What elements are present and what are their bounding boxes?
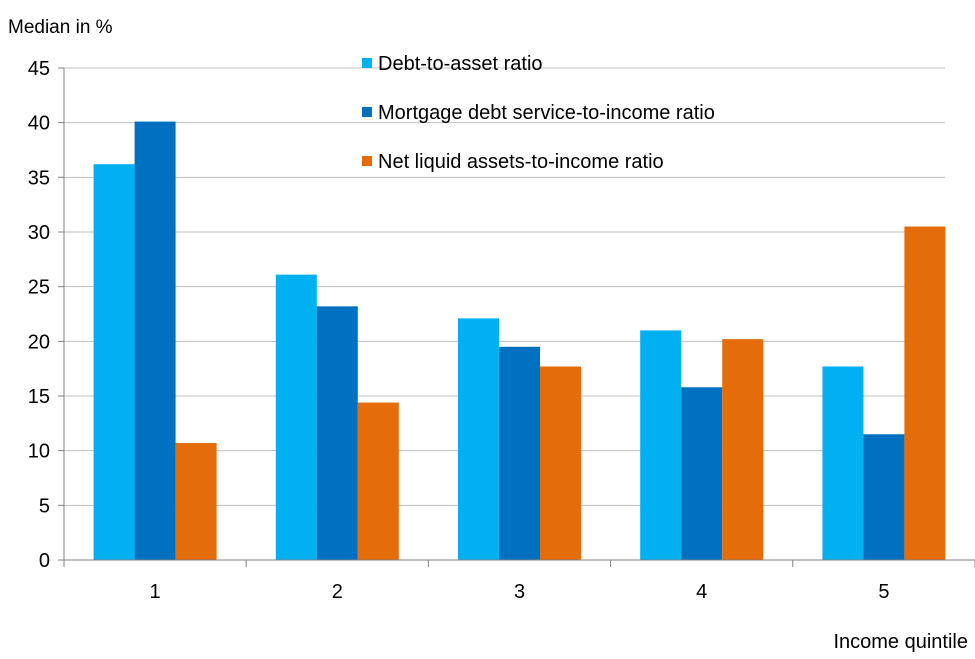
y-tick-labels: 0 5 10 15 20 25 30 35 40 45 bbox=[28, 58, 50, 572]
bar bbox=[93, 164, 135, 561]
legend-swatch bbox=[362, 156, 372, 166]
x-tick-label: 2 bbox=[332, 581, 343, 603]
x-tick-label: 5 bbox=[878, 581, 889, 603]
bar bbox=[640, 330, 682, 560]
legend: Debt-to-asset ratio Mortgage debt service… bbox=[362, 53, 715, 173]
bar bbox=[681, 387, 723, 560]
bar bbox=[134, 121, 176, 560]
bar bbox=[458, 318, 499, 560]
y-tick-label: 25 bbox=[28, 277, 50, 299]
y-tick-label: 35 bbox=[28, 167, 50, 189]
bars bbox=[93, 121, 946, 561]
bar bbox=[316, 306, 358, 560]
bar bbox=[540, 366, 581, 560]
y-tick-label: 40 bbox=[28, 113, 50, 135]
y-tick-label: 30 bbox=[28, 222, 50, 244]
y-tick-label: 45 bbox=[28, 58, 50, 80]
bar bbox=[822, 366, 864, 560]
legend-label: Mortgage debt service-to-income ratio bbox=[378, 102, 715, 124]
legend-swatch bbox=[362, 107, 372, 117]
y-tick-label: 10 bbox=[28, 441, 50, 463]
y-tick-label: 0 bbox=[39, 550, 50, 572]
bar bbox=[722, 339, 764, 560]
x-tick-label: 1 bbox=[150, 581, 161, 603]
y-tick-label: 5 bbox=[39, 495, 50, 517]
legend-swatch bbox=[362, 58, 372, 68]
axes bbox=[58, 67, 975, 567]
x-tick-label: 3 bbox=[514, 581, 525, 603]
bar bbox=[499, 346, 540, 560]
x-tick-labels: 1 2 3 4 5 bbox=[150, 581, 890, 603]
y-tick-label: 15 bbox=[28, 386, 50, 408]
bar bbox=[904, 226, 946, 561]
legend-label: Net liquid assets-to-income ratio bbox=[378, 151, 664, 173]
bar bbox=[357, 402, 399, 560]
bar bbox=[275, 274, 317, 560]
y-axis-label: Median in % bbox=[8, 17, 113, 38]
y-tick-label: 20 bbox=[28, 331, 50, 353]
bar bbox=[175, 443, 217, 560]
x-axis-label: Income quintile bbox=[833, 631, 968, 653]
bar bbox=[863, 434, 905, 560]
x-tick-label: 4 bbox=[696, 581, 707, 603]
legend-label: Debt-to-asset ratio bbox=[378, 53, 543, 75]
